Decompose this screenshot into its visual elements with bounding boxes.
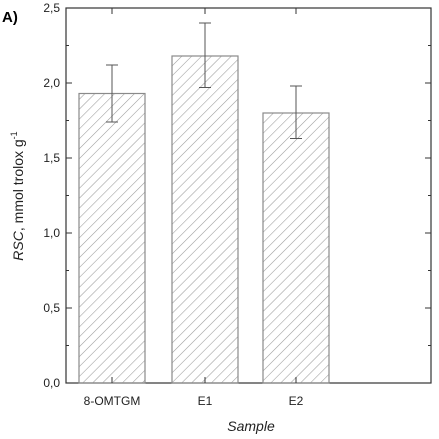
y-tick-label: 2,0 <box>43 76 60 90</box>
y-axis: 0,0 0,5 1,0 1,5 2,0 2,5 <box>43 1 431 390</box>
y-axis-title-sup: -1 <box>9 131 19 139</box>
error-bar-e1 <box>199 22 211 88</box>
panel-label: A) <box>2 9 18 26</box>
x-tick-label: E1 <box>198 394 213 408</box>
bar-e2 <box>262 112 330 384</box>
y-tick-label: 2,5 <box>43 1 60 15</box>
y-tick-label: 0,5 <box>43 301 60 315</box>
y-tick-label: 0,0 <box>43 376 60 390</box>
y-tick-label: 1,5 <box>43 151 60 165</box>
bar-e1 <box>171 55 239 384</box>
y-axis-title: RSC, mmol trolox g-1 <box>9 131 26 260</box>
y-axis-title-rest: , mmol trolox g <box>10 139 26 231</box>
error-bar-e2 <box>290 85 302 139</box>
x-tick-label: 8-OMTGM <box>84 394 141 408</box>
error-bar-8-omtgm <box>106 64 118 123</box>
x-axis: 8-OMTGM E1 E2 <box>84 8 304 408</box>
y-axis-title-main: RSC <box>10 230 26 260</box>
error-bars-layer <box>106 22 302 139</box>
y-tick-label: 1,0 <box>43 226 60 240</box>
x-tick-label: E2 <box>289 394 304 408</box>
x-axis-title: Sample <box>227 418 275 434</box>
bars-layer <box>78 55 330 384</box>
bar-8-omtgm <box>78 92 146 384</box>
